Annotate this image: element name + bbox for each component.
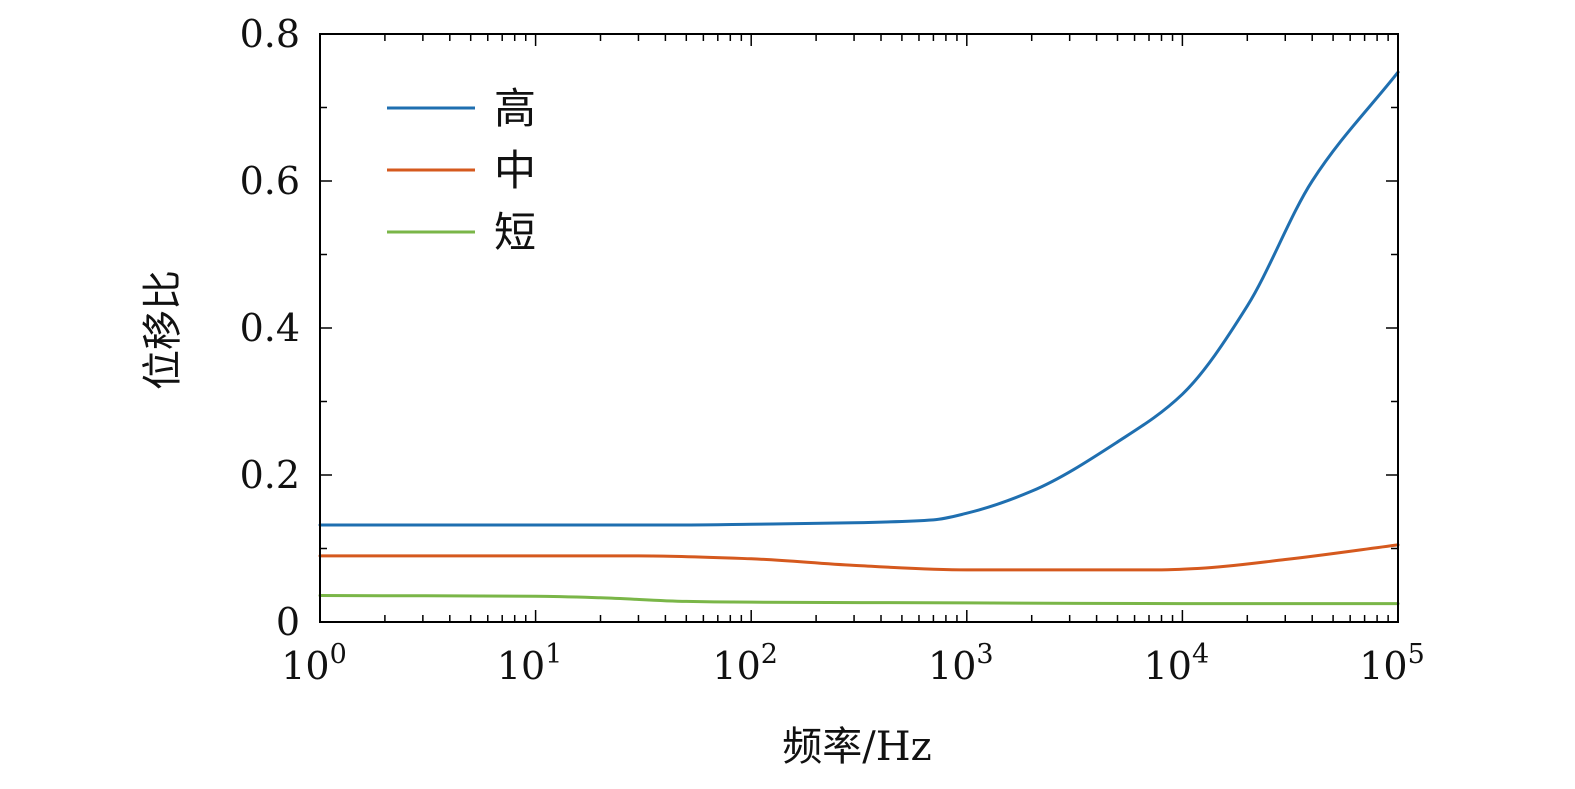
y-tick-label: 0.2: [240, 453, 300, 497]
y-tick-label: 0.8: [240, 12, 300, 56]
x-tick-label: 102: [712, 639, 778, 688]
legend-label-2: 中: [494, 146, 536, 195]
plot-frame: [319, 33, 1399, 623]
y-axis-title: 位移比: [140, 270, 186, 390]
series-line-2: [318, 543, 1400, 572]
labels-layer: 100 101 102 103 104 105 0 0.2 0.4 0.6 0.8: [240, 12, 1425, 688]
y-tick-label: 0.6: [240, 159, 300, 203]
y-tick-label: 0.4: [240, 306, 300, 350]
legend-label-3: 短: [494, 208, 536, 257]
x-tick-label: 104: [1144, 639, 1210, 688]
x-axis-title: 频率/Hz: [782, 724, 931, 770]
legend: 高中短: [387, 84, 536, 257]
ticks-layer: [319, 33, 1399, 623]
x-tick-label: 100: [281, 639, 347, 688]
x-tick-label: 103: [928, 639, 994, 688]
legend-label-1: 高: [494, 84, 536, 133]
x-tick-label: 101: [497, 639, 563, 688]
y-tick-label: 0: [276, 600, 300, 644]
series-line-3: [318, 594, 1400, 606]
x-tick-label: 105: [1359, 639, 1425, 688]
series-layer: [318, 70, 1400, 606]
series-line-1: [318, 70, 1400, 527]
